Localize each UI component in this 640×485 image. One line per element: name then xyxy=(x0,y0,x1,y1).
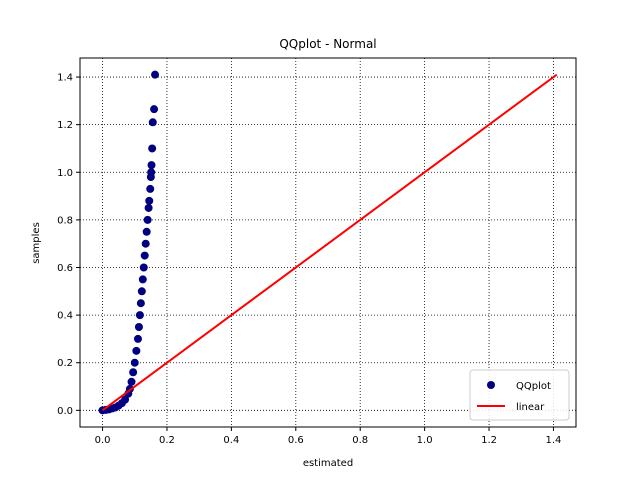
qqplot-point xyxy=(132,346,141,355)
linear-line xyxy=(101,73,558,412)
x-tick-label: 0.6 xyxy=(288,435,304,446)
qqplot-point xyxy=(139,263,148,272)
y-tick-label: 1.0 xyxy=(57,168,73,179)
qqplot-point xyxy=(134,323,143,332)
qqplot-point xyxy=(130,358,139,367)
legend-label: QQplot xyxy=(516,381,551,392)
chart-title: QQplot - Normal xyxy=(279,37,376,51)
x-tick-label: 1.2 xyxy=(481,435,497,446)
x-tick-label: 1.4 xyxy=(546,435,562,446)
y-tick-label: 0.2 xyxy=(57,358,73,369)
qqplot-point xyxy=(133,334,142,343)
qqplot-point xyxy=(150,105,159,114)
y-tick-label: 0.8 xyxy=(57,215,73,226)
qqplot-point xyxy=(129,368,138,377)
x-axis-label: estimated xyxy=(303,458,353,469)
qqplot-point xyxy=(135,311,144,320)
qqplot-point xyxy=(151,70,160,79)
x-tick-label: 0.4 xyxy=(223,435,239,446)
y-axis-label: samples xyxy=(31,222,42,264)
qqplot-point xyxy=(121,395,130,404)
y-tick-label: 1.2 xyxy=(57,120,73,131)
qqplot-point xyxy=(127,377,136,386)
qqplot-point xyxy=(146,184,155,193)
qqplot-point xyxy=(137,287,146,296)
y-tick-label: 0.4 xyxy=(57,311,73,322)
x-axis-ticks: 0.0 0.2 0.4 0.6 0.8 1.0 1.2 1.4 xyxy=(95,427,562,446)
plot-frame xyxy=(79,57,577,428)
qqplot-point xyxy=(136,299,145,308)
qqplot-point xyxy=(143,215,152,224)
legend-marker-qqplot xyxy=(487,381,495,389)
y-tick-label: 1.4 xyxy=(57,73,73,84)
qqplot-point xyxy=(148,118,157,127)
x-tick-label: 1.0 xyxy=(417,435,433,446)
y-tick-label: 0.0 xyxy=(57,406,73,417)
qqplot-point xyxy=(144,203,153,212)
y-axis-ticks: 0.0 0.2 0.4 0.6 0.8 1.0 1.2 1.4 xyxy=(57,73,80,417)
qqplot-point xyxy=(138,275,147,284)
qqplot-point xyxy=(141,239,150,248)
x-tick-label: 0.8 xyxy=(352,435,368,446)
plot-series xyxy=(98,70,558,415)
qqplot-point xyxy=(147,161,156,170)
qqplot-point xyxy=(142,227,151,236)
x-tick-label: 0.0 xyxy=(95,435,111,446)
legend: QQplot linear xyxy=(469,369,570,421)
legend-box xyxy=(469,369,570,421)
qqplot-point xyxy=(147,168,156,177)
qqplot-point xyxy=(140,251,149,260)
qqplot-point xyxy=(148,144,157,153)
legend-label: linear xyxy=(516,402,545,413)
qqplot-point xyxy=(145,196,154,205)
y-tick-label: 0.6 xyxy=(57,263,73,274)
x-tick-label: 0.2 xyxy=(159,435,175,446)
